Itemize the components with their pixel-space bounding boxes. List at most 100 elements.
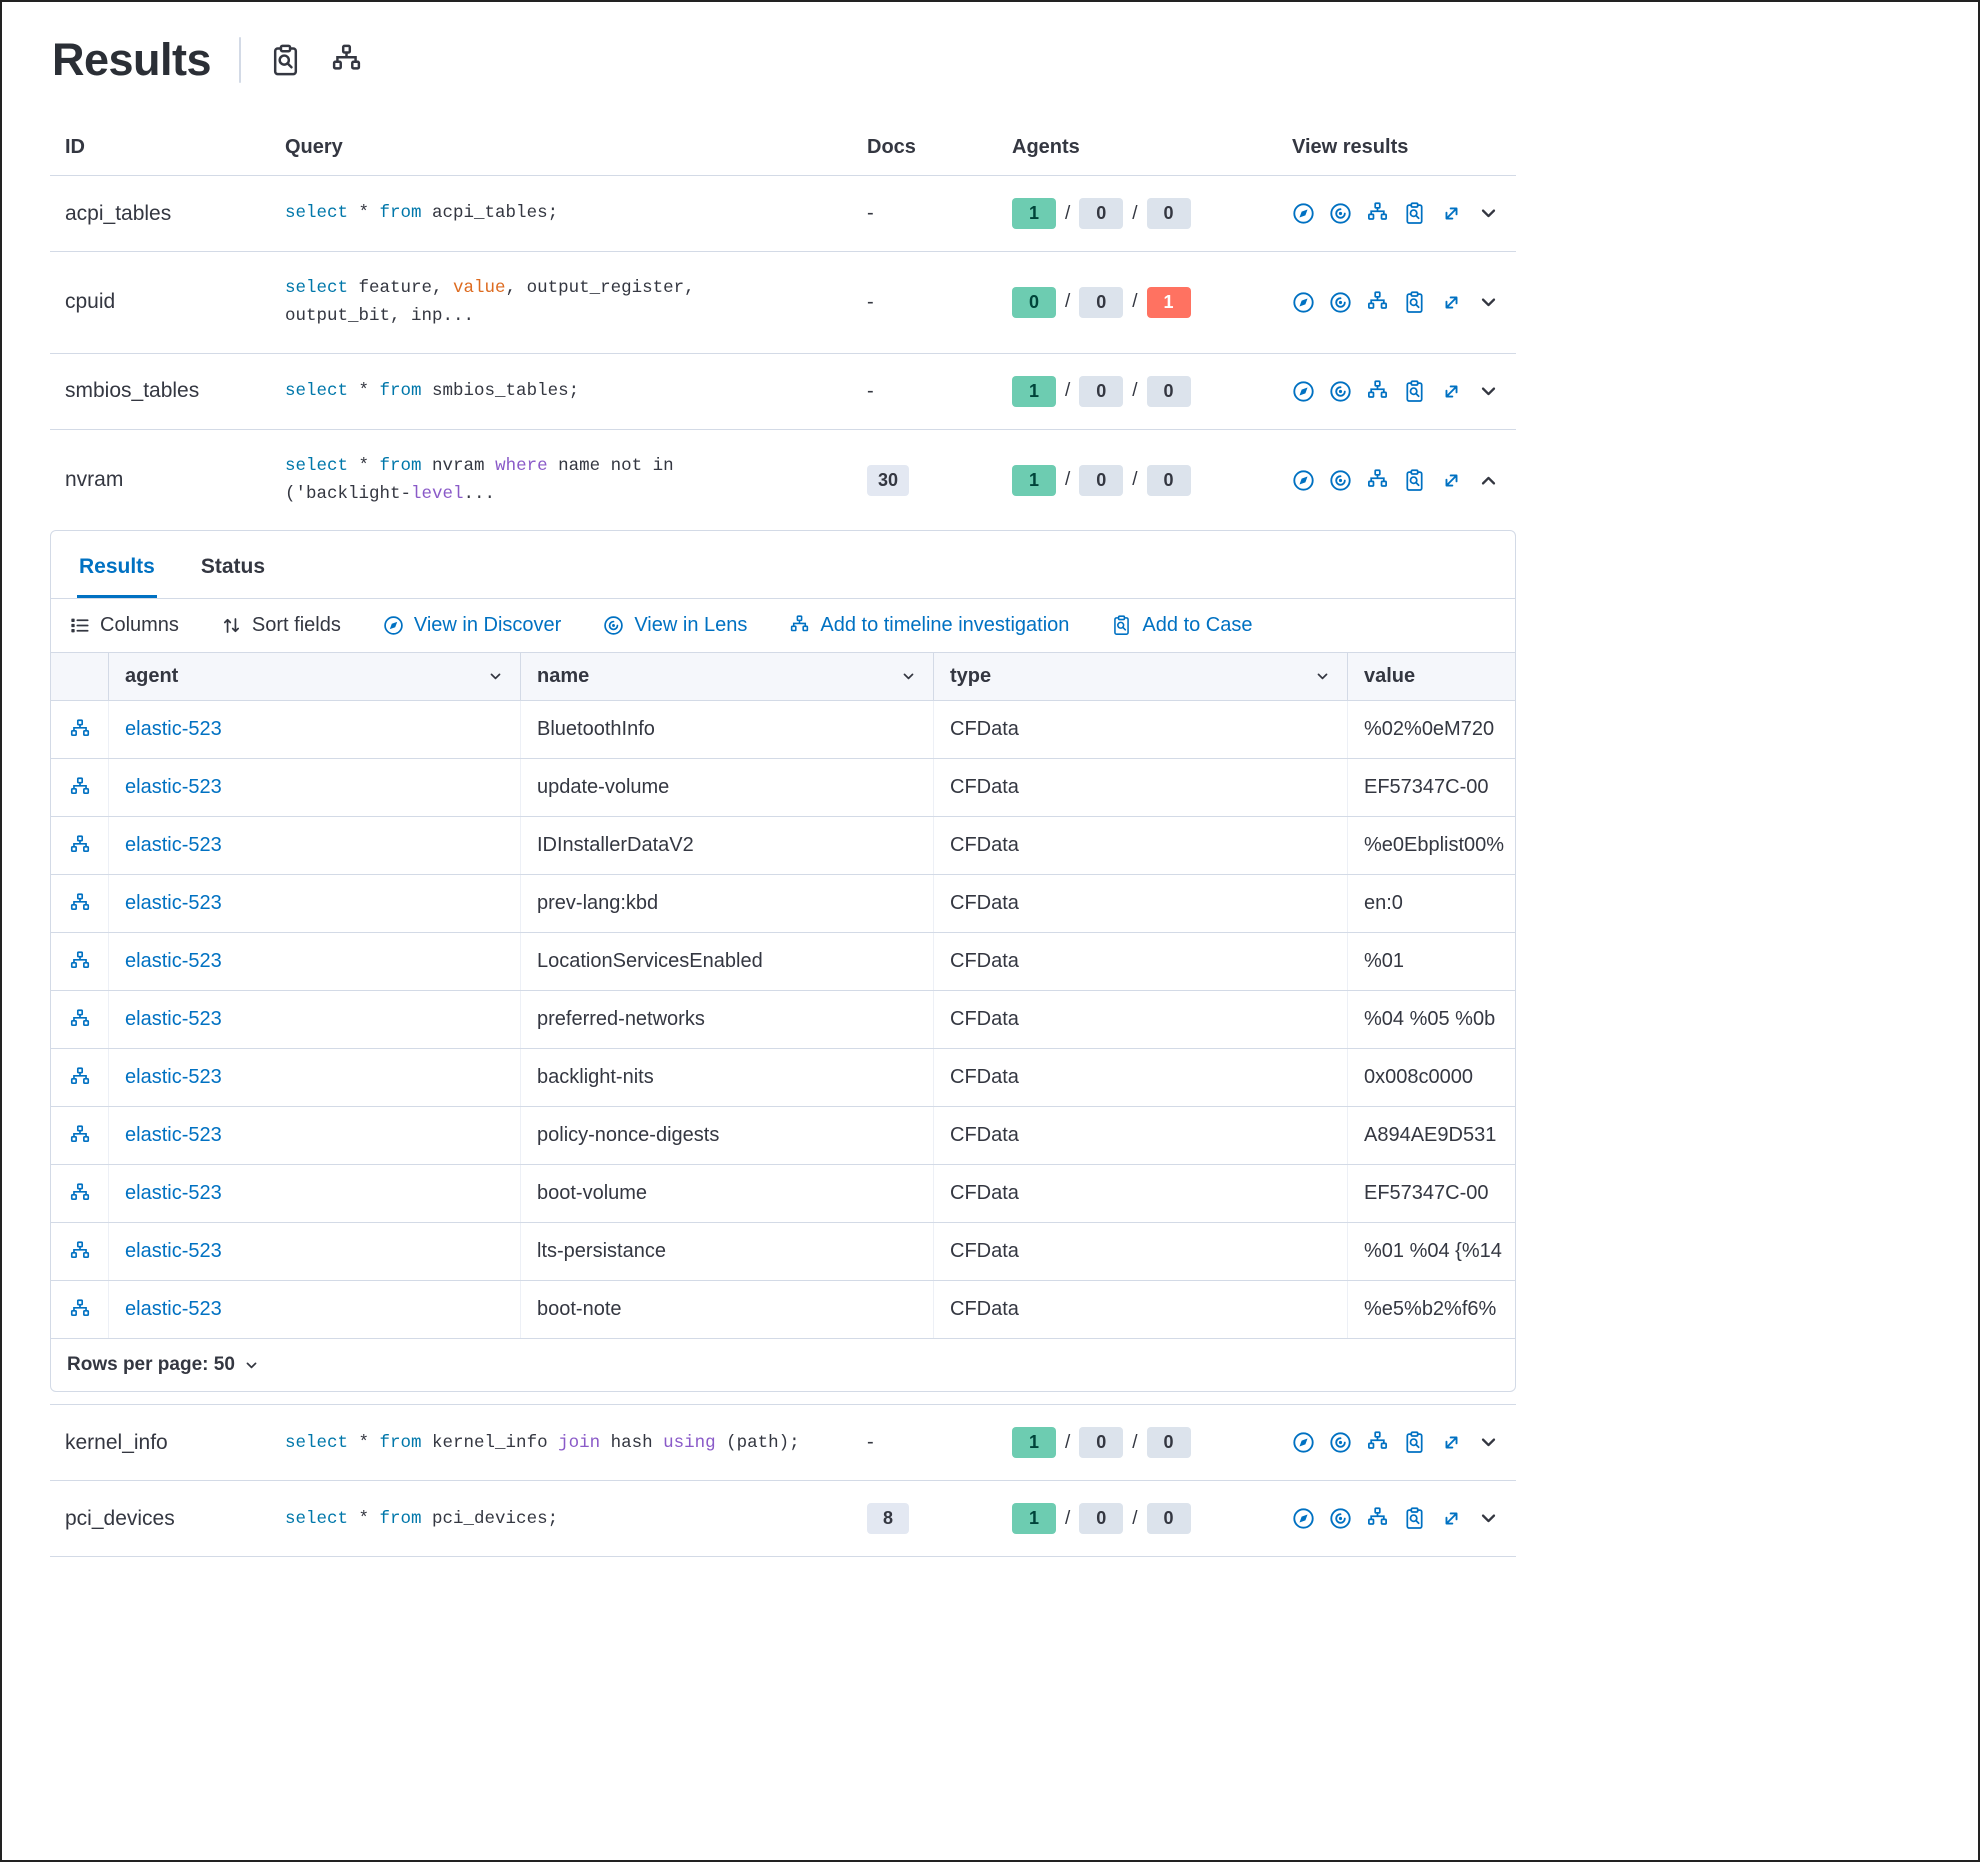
query-id: smbios_tables	[65, 379, 200, 403]
lens-icon[interactable]	[1329, 380, 1352, 403]
agent-link[interactable]: elastic-523	[125, 1066, 222, 1089]
chevron-down-icon[interactable]	[1477, 1507, 1500, 1530]
lens-icon[interactable]	[1329, 1431, 1352, 1454]
agent-link[interactable]: elastic-523	[125, 892, 222, 915]
agent-link[interactable]: elastic-523	[125, 776, 222, 799]
timeline-icon[interactable]	[51, 991, 109, 1049]
fullscreen-icon[interactable]	[1440, 380, 1463, 403]
agent-link[interactable]: elastic-523	[125, 1182, 222, 1205]
chevron-down-icon[interactable]	[1477, 291, 1500, 314]
timeline-icon[interactable]	[1366, 1431, 1389, 1454]
failed-badge: 0	[1146, 464, 1191, 496]
add-to-case-button[interactable]: Add to Case	[1111, 614, 1253, 637]
result-type: CFData	[934, 991, 1348, 1049]
timeline-icon[interactable]	[51, 875, 109, 933]
timeline-icon[interactable]	[51, 1281, 109, 1339]
fullscreen-icon[interactable]	[1440, 202, 1463, 225]
column-header-value[interactable]: value	[1364, 665, 1416, 688]
query-row-acpi-tables: acpi_tables select * from acpi_tables; -…	[50, 176, 1516, 252]
agent-link[interactable]: elastic-523	[125, 718, 222, 741]
chevron-down-icon[interactable]	[1477, 380, 1500, 403]
agent-link[interactable]: elastic-523	[125, 1298, 222, 1321]
case-icon[interactable]	[1403, 202, 1426, 225]
pending-badge: 0	[1079, 1427, 1124, 1459]
case-icon[interactable]	[1403, 1431, 1426, 1454]
case-icon[interactable]	[1403, 291, 1426, 314]
case-icon[interactable]	[1403, 469, 1426, 492]
timeline-icon[interactable]	[1366, 291, 1389, 314]
fullscreen-icon[interactable]	[1440, 1507, 1463, 1530]
view-results-actions	[1292, 1507, 1516, 1530]
lens-icon[interactable]	[1329, 202, 1352, 225]
sort-chevron-icon[interactable]	[1314, 668, 1331, 685]
sort-fields-button[interactable]: Sort fields	[221, 614, 341, 637]
chevron-down-icon[interactable]	[1477, 202, 1500, 225]
lens-icon[interactable]	[1329, 1507, 1352, 1530]
column-header-name[interactable]: name	[521, 653, 934, 701]
sort-chevron-icon[interactable]	[900, 668, 917, 685]
discover-icon[interactable]	[1292, 380, 1315, 403]
query-sql: select * from kernel_info join hash usin…	[285, 1432, 800, 1453]
case-icon[interactable]	[269, 44, 302, 77]
query-id: pci_devices	[65, 1506, 175, 1530]
agents-status: 1 / 0 / 0	[1012, 1427, 1292, 1459]
query-sql: select feature, value, output_register, …	[285, 278, 695, 327]
timeline-icon[interactable]	[51, 817, 109, 875]
result-name: backlight-nits	[521, 1049, 934, 1107]
discover-icon[interactable]	[1292, 291, 1315, 314]
result-type: CFData	[934, 1049, 1348, 1107]
timeline-icon[interactable]	[1366, 380, 1389, 403]
view-in-discover-button[interactable]: View in Discover	[383, 614, 561, 637]
agent-link[interactable]: elastic-523	[125, 834, 222, 857]
result-value: %e0Ebplist00%	[1364, 834, 1505, 857]
timeline-icon[interactable]	[1366, 1507, 1389, 1530]
discover-icon[interactable]	[1292, 1431, 1315, 1454]
column-header-query: Query	[285, 136, 343, 158]
chevron-down-icon[interactable]	[1477, 1431, 1500, 1454]
lens-icon[interactable]	[1329, 469, 1352, 492]
agents-status: 1 / 0 / 0	[1012, 1503, 1292, 1535]
grid-toolbar: Columns Sort fields View in Discover Vie…	[51, 599, 1515, 654]
pending-badge: 0	[1079, 464, 1124, 496]
discover-icon[interactable]	[1292, 469, 1315, 492]
docs-badge: 30	[867, 464, 909, 496]
tab-status[interactable]: Status	[200, 555, 266, 579]
result-name: preferred-networks	[521, 991, 934, 1049]
fullscreen-icon[interactable]	[1440, 1431, 1463, 1454]
timeline-icon[interactable]	[51, 1049, 109, 1107]
timeline-icon[interactable]	[51, 759, 109, 817]
chevron-up-icon[interactable]	[1477, 469, 1500, 492]
timeline-icon[interactable]	[330, 44, 363, 77]
timeline-icon[interactable]	[1366, 469, 1389, 492]
fullscreen-icon[interactable]	[1440, 469, 1463, 492]
discover-icon[interactable]	[1292, 1507, 1315, 1530]
timeline-icon[interactable]	[51, 1165, 109, 1223]
discover-icon[interactable]	[1292, 202, 1315, 225]
timeline-icon[interactable]	[51, 1107, 109, 1165]
timeline-icon[interactable]	[51, 701, 109, 759]
result-value: %e5%b2%f6%	[1364, 1298, 1497, 1321]
case-icon[interactable]	[1403, 380, 1426, 403]
view-in-lens-button[interactable]: View in Lens	[603, 614, 747, 637]
columns-button[interactable]: Columns	[69, 614, 179, 637]
tab-results[interactable]: Results	[77, 531, 157, 598]
result-row: elastic-523 LocationServicesEnabled CFDa…	[51, 933, 1515, 992]
timeline-icon[interactable]	[1366, 202, 1389, 225]
case-icon[interactable]	[1403, 1507, 1426, 1530]
column-header-agent[interactable]: agent	[109, 653, 521, 701]
agent-link[interactable]: elastic-523	[125, 1240, 222, 1263]
add-to-timeline-button[interactable]: Add to timeline investigation	[789, 614, 1069, 637]
lens-icon[interactable]	[1329, 291, 1352, 314]
result-name: prev-lang:kbd	[521, 875, 934, 933]
agent-link[interactable]: elastic-523	[125, 1008, 222, 1031]
sort-chevron-icon[interactable]	[487, 668, 504, 685]
query-row-pci-devices: pci_devices select * from pci_devices; 8…	[50, 1481, 1516, 1558]
timeline-icon[interactable]	[51, 933, 109, 991]
timeline-icon[interactable]	[51, 1223, 109, 1281]
agent-link[interactable]: elastic-523	[125, 950, 222, 973]
failed-badge: 0	[1146, 1427, 1191, 1459]
column-header-type[interactable]: type	[934, 653, 1348, 701]
rows-per-page-button[interactable]: Rows per page: 50	[51, 1339, 1515, 1391]
agent-link[interactable]: elastic-523	[125, 1124, 222, 1147]
fullscreen-icon[interactable]	[1440, 291, 1463, 314]
